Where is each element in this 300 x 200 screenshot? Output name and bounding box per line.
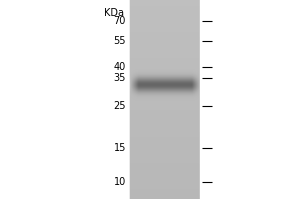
Text: 10: 10	[114, 177, 126, 187]
Text: 55: 55	[113, 36, 126, 46]
Text: 35: 35	[114, 73, 126, 83]
Text: KDa: KDa	[104, 8, 124, 18]
Text: 40: 40	[114, 62, 126, 72]
Text: 15: 15	[114, 143, 126, 153]
Text: 70: 70	[114, 16, 126, 26]
Text: 25: 25	[113, 101, 126, 111]
